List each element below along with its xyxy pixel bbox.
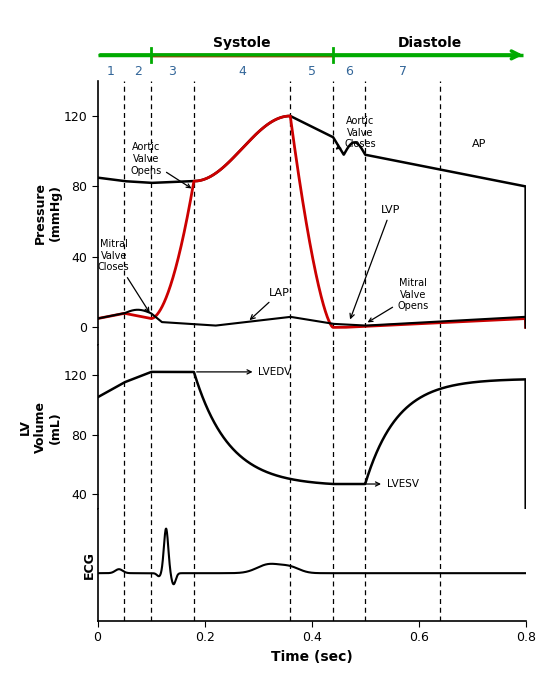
Text: 7: 7 [398,65,406,78]
Text: 4: 4 [238,65,246,78]
Text: Aortic
Valve
Opens: Aortic Valve Opens [130,142,190,188]
Text: Mitral
Valve
Opens: Mitral Valve Opens [369,278,429,322]
Y-axis label: ECG: ECG [83,551,96,579]
Text: 5: 5 [308,65,315,78]
Text: 2: 2 [134,65,141,78]
Text: LVEDV: LVEDV [197,367,292,377]
Y-axis label: Pressure
(mmHg): Pressure (mmHg) [34,182,62,244]
Text: LVESV: LVESV [336,479,418,489]
X-axis label: Time (sec): Time (sec) [271,650,352,664]
Text: 6: 6 [345,65,353,78]
Text: Systole: Systole [213,36,271,50]
Text: LVP: LVP [350,205,401,318]
Text: AP: AP [472,139,487,149]
Text: Mitral
Valve
Closes: Mitral Valve Closes [98,240,149,312]
Text: LAP: LAP [250,288,290,319]
Text: Aortic
Valve
Closes: Aortic Valve Closes [337,116,376,149]
Text: Diastole: Diastole [397,36,462,50]
Text: 1: 1 [107,65,115,78]
Text: 3: 3 [169,65,177,78]
Y-axis label: LV
Volume
(mL): LV Volume (mL) [19,401,62,453]
